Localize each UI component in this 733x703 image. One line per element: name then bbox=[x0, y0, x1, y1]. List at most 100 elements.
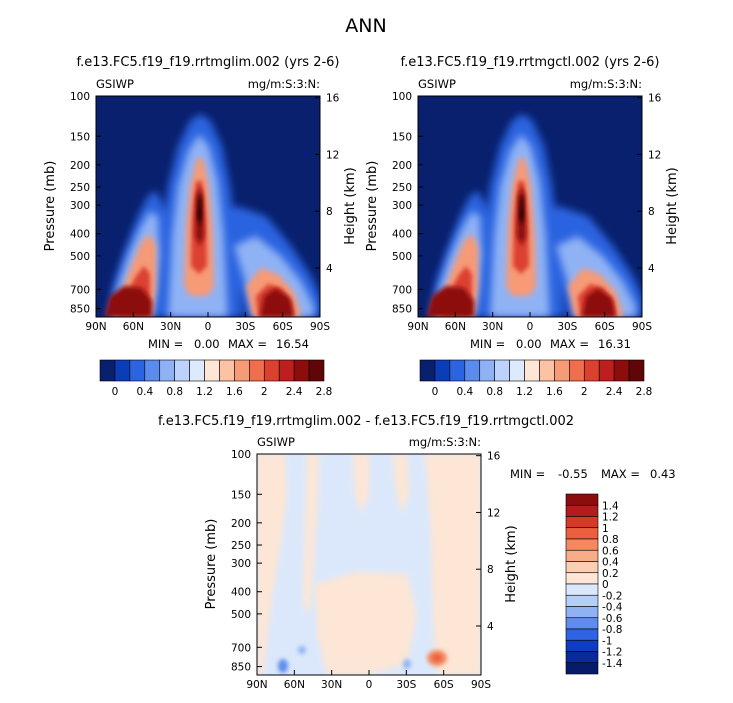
y2-axis-label: Height (km) bbox=[665, 167, 680, 244]
colorbar-label: 0.4 bbox=[456, 386, 473, 398]
panel-difference: GSIWP mg/m:S:3:N: 90N 60N 30N 0 30S 60S 90S 1 bbox=[204, 435, 519, 691]
min-value: 0.00 bbox=[516, 337, 542, 351]
x-tick-label: 60S bbox=[273, 321, 293, 333]
colorbar-swatch bbox=[449, 359, 466, 382]
colorbar-swatch bbox=[189, 359, 205, 382]
colorbar-label: -0.4 bbox=[602, 602, 623, 614]
colorbar-label: 0.8 bbox=[486, 386, 503, 398]
colorbar-swatch bbox=[204, 359, 220, 382]
y-tick-label: 150 bbox=[392, 131, 412, 143]
min-value: 0.00 bbox=[194, 337, 220, 351]
y-tick-label: 300 bbox=[70, 200, 90, 212]
y2-axis-label: Height (km) bbox=[343, 167, 358, 244]
x-tick-label: 90N bbox=[246, 679, 267, 691]
y-tick-label: 700 bbox=[392, 284, 412, 296]
colorbar-swatch bbox=[565, 549, 599, 562]
colorbar-label: 1.2 bbox=[602, 512, 619, 524]
diff-title: f.e13.FC5.f19_f19.rrtmglim.002 - f.e13.F… bbox=[158, 414, 574, 429]
colorbar-swatch bbox=[464, 359, 481, 382]
colorbar-right: 0 0.4 0.8 1.2 1.6 2 2.4 2.8 bbox=[419, 359, 652, 398]
x-tick-label: 0 bbox=[366, 679, 373, 691]
colorbar-swatch bbox=[565, 617, 599, 630]
colorbar-swatch bbox=[565, 516, 599, 529]
max-label: MAX = bbox=[228, 337, 267, 351]
colorbar-swatch bbox=[583, 359, 600, 382]
colorbar-swatch bbox=[565, 606, 599, 619]
x-tick-label: 30S bbox=[235, 321, 255, 333]
diff-min-value: -0.55 bbox=[558, 467, 588, 481]
y-axis-label: Pressure (mb) bbox=[365, 161, 380, 252]
colorbar-label: 1.4 bbox=[602, 500, 619, 512]
colorbar-label: 2.8 bbox=[316, 386, 333, 398]
colorbar-label: 2.4 bbox=[606, 386, 623, 398]
panel-title: f.e13.FC5.f19_f19.rrtmglim.002 (yrs 2-6) bbox=[76, 55, 339, 70]
y-tick-label: 200 bbox=[231, 518, 251, 530]
colorbar-swatch bbox=[598, 359, 615, 382]
x-tick-label: 90S bbox=[471, 679, 491, 691]
y-tick-label: 250 bbox=[231, 540, 251, 552]
colorbar-swatch bbox=[569, 359, 585, 382]
y2-tick-label: 12 bbox=[487, 507, 500, 519]
x-tick-label: 60S bbox=[595, 321, 615, 333]
colorbar-label: 0 bbox=[602, 579, 609, 591]
colorbar-label: -0.8 bbox=[602, 624, 623, 636]
x-tick-label: 30N bbox=[321, 679, 342, 691]
colorbar-swatch bbox=[628, 359, 645, 382]
colorbar-label: 0.4 bbox=[136, 386, 153, 398]
colorbar-label: 0.8 bbox=[602, 534, 619, 546]
y-tick-label: 300 bbox=[392, 200, 412, 212]
colorbar-swatch bbox=[565, 504, 599, 517]
y-axis-label: Pressure (mb) bbox=[43, 161, 58, 252]
colorbar-swatch bbox=[613, 359, 630, 382]
colorbar-swatch bbox=[565, 561, 599, 574]
y2-tick-label: 12 bbox=[648, 149, 661, 161]
colorbar-swatch bbox=[308, 359, 325, 382]
colorbar-swatch bbox=[419, 359, 436, 382]
y-tick-label: 250 bbox=[70, 182, 90, 194]
colorbar-label: 1.6 bbox=[546, 386, 563, 398]
colorbar-label: -1.4 bbox=[602, 658, 623, 670]
x-tick-label: 60N bbox=[445, 321, 466, 333]
x-tick-label: 0 bbox=[527, 321, 534, 333]
y-tick-label: 700 bbox=[231, 642, 251, 654]
page-title: ANN bbox=[345, 15, 386, 37]
y2-tick-label: 4 bbox=[648, 263, 655, 275]
x-tick-label: 0 bbox=[205, 321, 212, 333]
y2-tick-label: 16 bbox=[648, 93, 662, 105]
min-label: MIN = bbox=[148, 337, 183, 351]
y-tick-label: 850 bbox=[231, 662, 251, 674]
y-tick-label: 400 bbox=[231, 587, 251, 599]
colorbar-label: -1 bbox=[602, 635, 612, 647]
y2-tick-label: 8 bbox=[326, 206, 333, 218]
max-value: 16.31 bbox=[598, 337, 631, 351]
colorbar-swatch bbox=[509, 359, 525, 382]
colorbar-swatch bbox=[434, 359, 451, 382]
x-tick-label: 90N bbox=[85, 321, 106, 333]
units-label: mg/m:S:3:N: bbox=[248, 77, 320, 91]
colorbar-swatch bbox=[174, 359, 190, 382]
colorbar-label: 0.2 bbox=[602, 568, 619, 580]
y-tick-label: 100 bbox=[231, 449, 251, 461]
y-tick-label: 150 bbox=[231, 489, 251, 501]
x-tick-label: 60N bbox=[284, 679, 305, 691]
colorbar-label: 2 bbox=[261, 386, 268, 398]
x-tick-label: 60S bbox=[434, 679, 454, 691]
colorbar-label: 0.4 bbox=[602, 557, 619, 569]
max-value: 16.54 bbox=[276, 337, 309, 351]
colorbar-swatch bbox=[234, 359, 250, 382]
y2-tick-label: 16 bbox=[487, 451, 501, 463]
colorbar-swatch bbox=[263, 359, 280, 382]
colorbar-difference: 1.41.210.80.60.40.20-0.2-0.4-0.6-0.8-1-1… bbox=[565, 493, 623, 675]
colorbar-swatch bbox=[219, 359, 235, 382]
units-label: mg/m:S:3:N: bbox=[570, 77, 642, 91]
panel-rrtmgctl: f.e13.FC5.f19_f19.rrtmgctl.002 (yrs 2-6)… bbox=[365, 55, 680, 351]
colorbar-swatch bbox=[494, 359, 510, 382]
colorbar-swatch bbox=[565, 493, 599, 506]
diff-max-value: 0.43 bbox=[650, 467, 676, 481]
y-tick-label: 150 bbox=[70, 131, 90, 143]
y2-tick-label: 4 bbox=[487, 621, 494, 633]
colorbar-swatch bbox=[565, 628, 599, 641]
colorbar-label: 1 bbox=[602, 523, 609, 535]
colorbar-swatch bbox=[479, 359, 495, 382]
